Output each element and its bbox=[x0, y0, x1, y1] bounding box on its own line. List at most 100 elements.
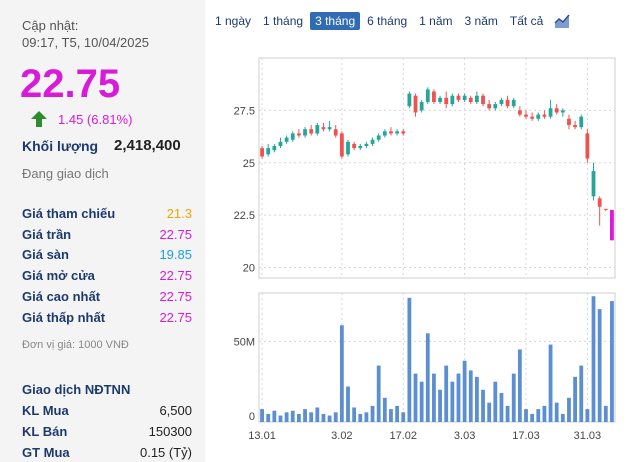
candle-body bbox=[462, 95, 467, 100]
volume-bar bbox=[468, 370, 473, 422]
volume-bar bbox=[511, 373, 516, 422]
volume-bar bbox=[450, 381, 455, 422]
candle-body bbox=[290, 133, 295, 140]
foreign-row: GT Mua 0.15 (Tỷ) bbox=[22, 442, 192, 462]
foreign-row: KL Bán 150300 bbox=[22, 421, 192, 442]
candle-body bbox=[493, 104, 498, 109]
volume-bar bbox=[432, 373, 436, 422]
price-tick-label: 25 bbox=[243, 158, 255, 170]
tab-3-months[interactable]: 3 tháng bbox=[310, 12, 361, 30]
quote-panel: Cập nhật: 09:17, T5, 10/04/2025 22.75 1.… bbox=[0, 0, 205, 462]
volume-bar bbox=[456, 373, 461, 422]
price-change-row: 1.45 (6.81%) bbox=[30, 110, 132, 128]
candle-body bbox=[327, 127, 332, 130]
stat-value: 21.3 bbox=[166, 205, 192, 221]
volume-bar bbox=[309, 412, 314, 422]
candle-body bbox=[505, 99, 510, 107]
stat-value: 22.75 bbox=[159, 268, 192, 284]
price-chart: 13.01 3.02 17.02 3.03 17.03 31.03 20 22.5 25 27.5… bbox=[234, 57, 616, 442]
volume-bar bbox=[573, 376, 578, 422]
tab-all[interactable]: Tất cả bbox=[509, 14, 544, 28]
stat-row: Giá cao nhất 22.75 bbox=[22, 286, 192, 307]
candle-body bbox=[560, 110, 565, 113]
stat-label: Giá trần bbox=[22, 226, 72, 242]
candle-body bbox=[585, 133, 590, 159]
volume-bar bbox=[481, 389, 485, 422]
candle-body bbox=[567, 118, 571, 126]
foreign-label: KL Mua bbox=[22, 403, 69, 418]
candle-body bbox=[536, 114, 541, 119]
candle-body bbox=[419, 102, 424, 111]
candle-body bbox=[376, 135, 381, 140]
candle-body bbox=[542, 114, 547, 117]
candle-body bbox=[296, 133, 301, 136]
candle-body bbox=[474, 95, 479, 102]
candle-body bbox=[573, 125, 578, 128]
stat-label: Giá mở cửa bbox=[22, 268, 95, 284]
candle-body bbox=[309, 129, 314, 134]
stat-value: 22.75 bbox=[159, 289, 192, 305]
volume-bar bbox=[444, 365, 449, 422]
candle-body bbox=[266, 148, 271, 155]
updated-time: 09:17, T5, 10/04/2025 bbox=[22, 35, 149, 50]
stat-label: Giá tham chiếu bbox=[22, 205, 116, 221]
foreign-value: 6,500 bbox=[159, 403, 192, 418]
volume-bar bbox=[346, 386, 350, 422]
tab-1-day[interactable]: 1 ngày bbox=[215, 14, 252, 28]
arrow-up-icon bbox=[31, 111, 47, 127]
candle-body bbox=[413, 95, 418, 113]
volume-bar bbox=[303, 409, 307, 422]
updated-label: Cập nhật: bbox=[22, 18, 79, 33]
volume-bar bbox=[591, 296, 596, 422]
foreign-label: GT Mua bbox=[22, 445, 70, 460]
volume-bar bbox=[296, 413, 301, 422]
volume-bar bbox=[382, 397, 387, 422]
candle-body bbox=[487, 104, 492, 109]
stat-label: Giá sàn bbox=[22, 247, 69, 263]
volume-bar bbox=[438, 389, 442, 422]
volume-bar bbox=[278, 415, 283, 422]
volume-bar bbox=[401, 412, 406, 422]
stat-label: Giá thấp nhất bbox=[22, 309, 106, 325]
stat-row: Giá sàn 19.85 bbox=[22, 245, 192, 266]
candle-body bbox=[364, 143, 369, 146]
x-tick-label: 31.03 bbox=[574, 430, 602, 442]
volume-bar bbox=[597, 309, 602, 422]
volume-bar bbox=[260, 409, 264, 422]
price-tick-label: 20 bbox=[243, 263, 255, 275]
candle-body bbox=[339, 133, 344, 157]
tab-1-month[interactable]: 1 tháng bbox=[263, 14, 304, 28]
candle-body bbox=[425, 89, 430, 102]
tab-1-year[interactable]: 1 năm bbox=[419, 14, 453, 28]
candle-body bbox=[468, 97, 473, 102]
candle-body bbox=[352, 143, 357, 149]
volume-bar bbox=[542, 405, 547, 422]
period-tabs: 1 ngày 1 tháng 3 tháng 6 tháng 1 năm 3 n… bbox=[210, 12, 570, 30]
x-tick-label: 17.03 bbox=[512, 430, 540, 442]
price-stats: Giá tham chiếu 21.3 Giá trần 22.75 Giá sàn… bbox=[22, 203, 192, 328]
volume-bar bbox=[321, 413, 326, 422]
chart-area-icon[interactable] bbox=[554, 13, 570, 29]
tab-6-months[interactable]: 6 tháng bbox=[367, 14, 408, 28]
volume-bar bbox=[389, 409, 393, 422]
candle-body bbox=[499, 99, 504, 105]
volume-bar bbox=[364, 412, 369, 422]
foreign-row: KL Mua 6,500 bbox=[22, 400, 192, 421]
stat-label: Giá cao nhất bbox=[22, 289, 101, 305]
volume-bar bbox=[579, 365, 584, 422]
volume-bar bbox=[536, 409, 541, 422]
candle-body bbox=[272, 146, 277, 151]
volume-bar bbox=[413, 373, 418, 422]
volume-bar bbox=[376, 365, 381, 422]
volume-bar bbox=[499, 392, 504, 422]
tab-3-years[interactable]: 3 năm bbox=[464, 14, 498, 28]
volume-bar bbox=[560, 413, 565, 422]
volume-bar bbox=[585, 409, 590, 422]
volume-bar bbox=[462, 360, 467, 422]
price-tick-label: 22.5 bbox=[234, 210, 255, 222]
stat-row: Giá trần 22.75 bbox=[22, 224, 192, 245]
x-tick-label: 3.02 bbox=[331, 430, 352, 442]
volume-bar bbox=[554, 402, 559, 422]
volume-bar bbox=[493, 381, 498, 422]
stat-value: 19.85 bbox=[159, 247, 192, 263]
